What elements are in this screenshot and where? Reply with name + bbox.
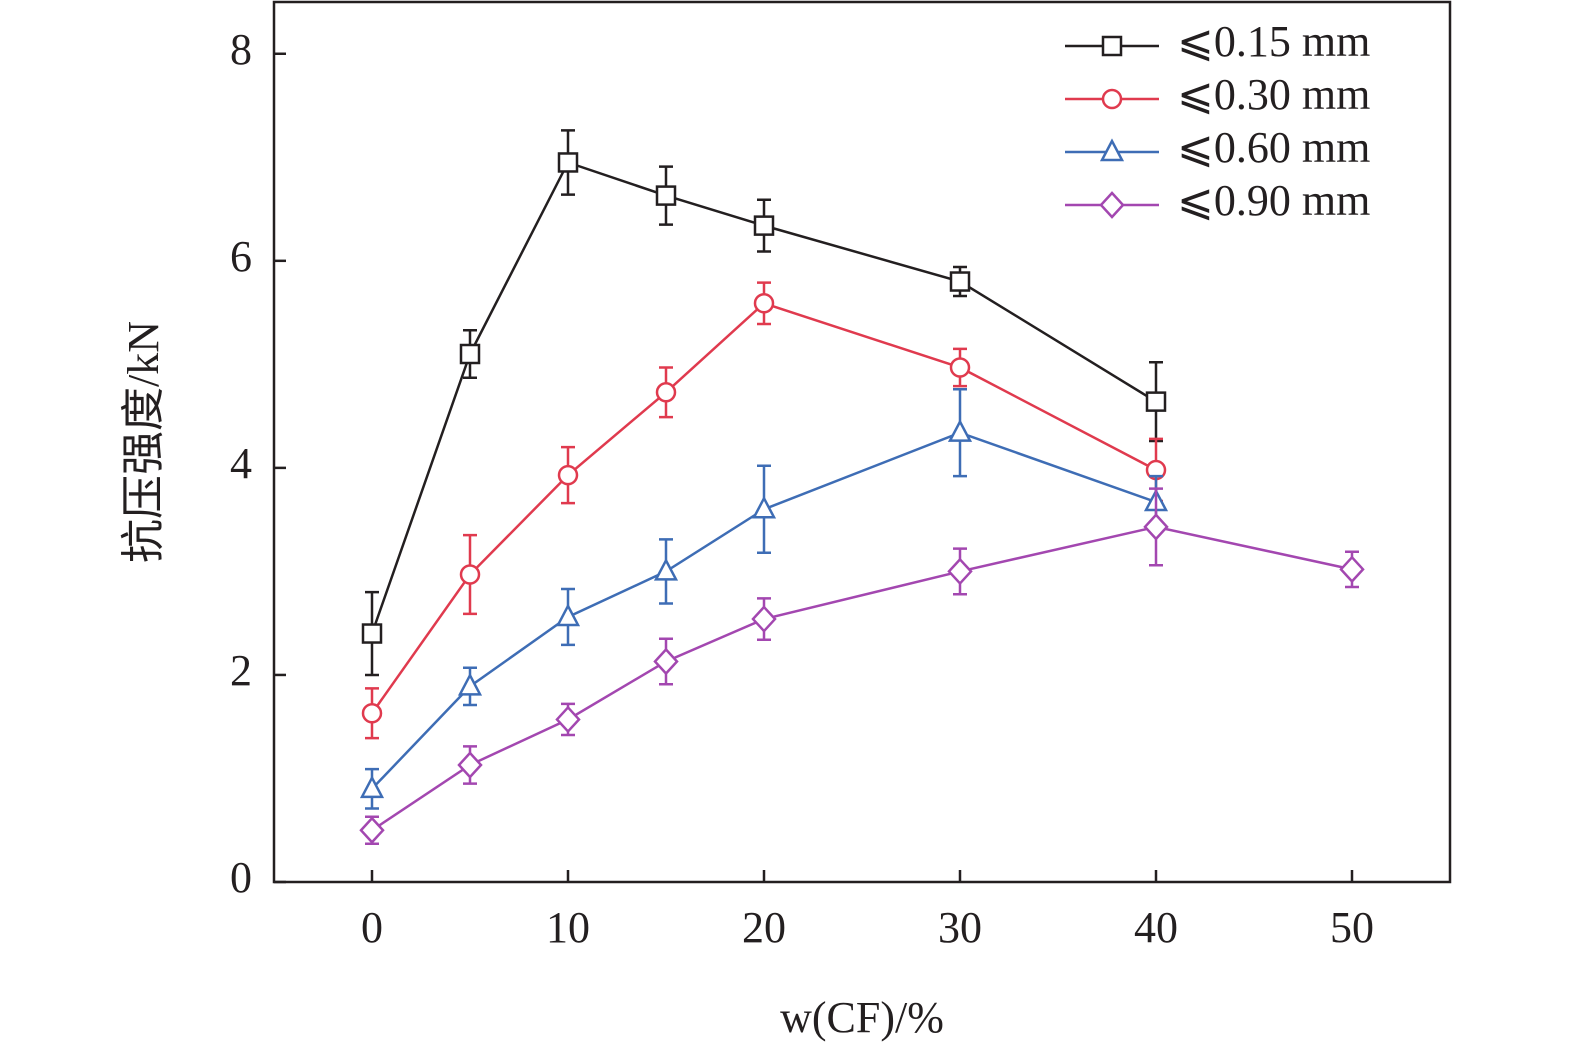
y-tick-label: 0 <box>230 853 252 902</box>
legend-label: ⩽0.30 mm <box>1177 70 1370 119</box>
marker <box>459 564 481 585</box>
marker <box>751 605 777 633</box>
plot-frame <box>272 0 1452 884</box>
x-tick-label: 30 <box>938 903 982 952</box>
marker <box>457 672 483 696</box>
marker <box>359 816 385 845</box>
marker <box>655 382 677 403</box>
legend-marker <box>1101 35 1123 57</box>
series-line <box>371 525 1353 832</box>
legend-label: ⩽0.90 mm <box>1177 176 1370 225</box>
marker <box>555 705 581 734</box>
marker <box>555 603 581 627</box>
legend-marker <box>1099 138 1125 162</box>
y-tick-label: 8 <box>230 25 252 74</box>
y-axis-label: 抗压强度/kN <box>119 321 168 563</box>
marker <box>1143 513 1169 541</box>
x-tick-label: 50 <box>1330 903 1374 952</box>
y-tick-label: 6 <box>230 232 252 281</box>
marker <box>557 464 579 486</box>
marker <box>457 751 483 779</box>
marker <box>653 557 679 581</box>
marker <box>1145 391 1167 412</box>
marker <box>947 557 973 586</box>
marker <box>361 702 383 724</box>
marker <box>655 185 677 206</box>
legend-label: ⩽0.15 mm <box>1177 17 1370 66</box>
marker <box>753 215 775 236</box>
marker <box>947 418 973 442</box>
y-tick-label: 4 <box>230 439 252 488</box>
marker <box>361 623 383 644</box>
legend-marker <box>1101 88 1123 110</box>
x-tick-label: 40 <box>1134 903 1178 952</box>
marker <box>557 152 579 173</box>
legend-marker <box>1099 191 1125 219</box>
marker <box>949 271 971 292</box>
marker <box>753 293 775 314</box>
marker <box>751 495 777 519</box>
y-tick-label: 2 <box>230 646 252 695</box>
x-axis-label: w(CF)/% <box>780 993 944 1042</box>
marker <box>359 775 385 799</box>
x-tick-label: 10 <box>546 903 590 952</box>
marker <box>653 647 679 676</box>
legend-label: ⩽0.60 mm <box>1177 123 1370 172</box>
marker <box>459 343 481 365</box>
marker <box>1339 555 1365 584</box>
marker <box>949 357 971 378</box>
x-tick-label: 0 <box>361 903 383 952</box>
x-tick-label: 20 <box>742 903 786 952</box>
